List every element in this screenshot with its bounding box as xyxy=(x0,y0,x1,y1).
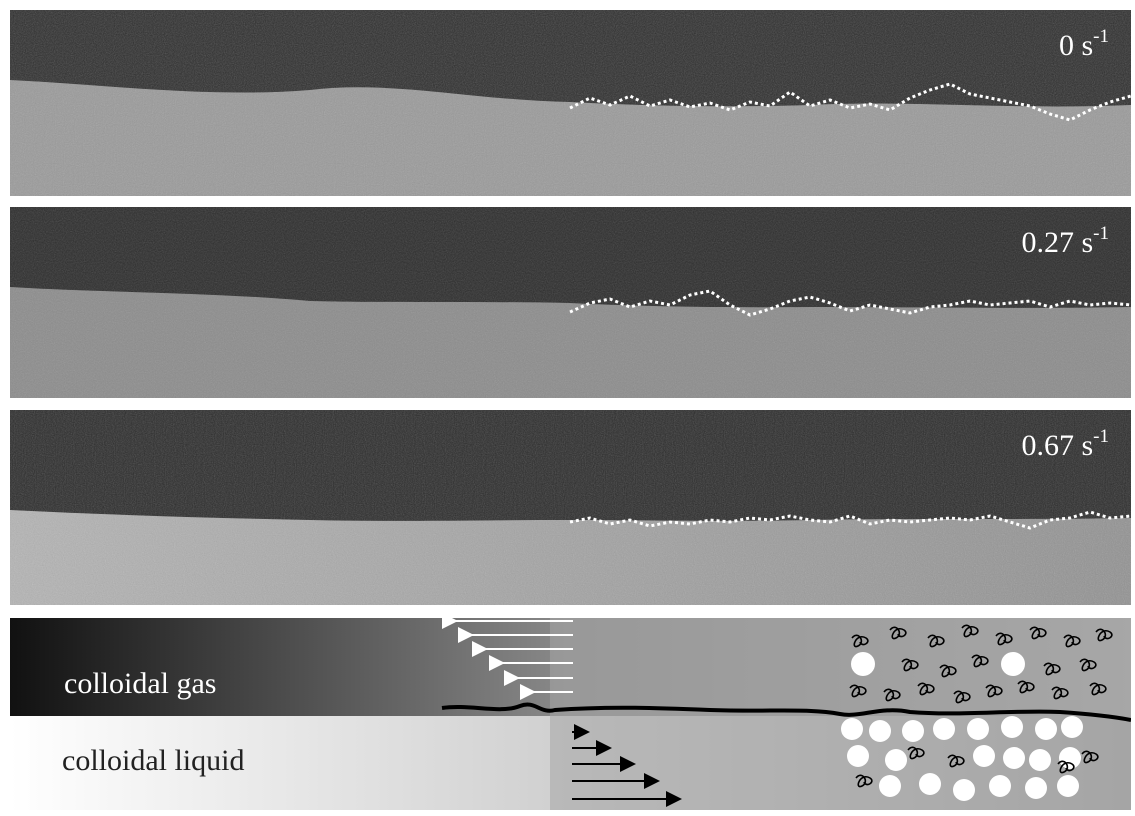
micrograph-image xyxy=(10,10,1131,196)
micrograph-panel-shear-027: 0.27 s-1 xyxy=(10,207,1131,398)
shear-rate-label: 0 s-1 xyxy=(1058,26,1109,62)
shear-rate-label: 0.67 s-1 xyxy=(1021,426,1109,462)
shear-rate-label: 0.27 s-1 xyxy=(1021,223,1109,259)
colloidal-liquid-label: colloidal liquid xyxy=(62,744,245,777)
liquid-polymer-coils xyxy=(855,746,1099,788)
schematic-diagram: colloidal gas colloidal liquid xyxy=(10,618,1131,810)
interface-line xyxy=(441,702,1131,722)
gas-colloids xyxy=(851,652,1025,676)
micrograph-panel-shear-067: 0.67 s-1 xyxy=(10,410,1131,605)
polymer-coils xyxy=(849,624,1113,704)
schematic-drawing xyxy=(10,618,1131,810)
micrograph-image xyxy=(10,410,1131,605)
micrograph-image xyxy=(10,207,1131,398)
liquid-velocity-arrows xyxy=(572,724,682,807)
interface-trace xyxy=(569,510,1131,530)
micrograph-panel-shear-0: 0 s-1 xyxy=(10,10,1131,196)
interface-trace xyxy=(569,289,1131,317)
colloidal-gas-label: colloidal gas xyxy=(64,667,217,700)
liquid-colloids xyxy=(841,716,1083,801)
gas-velocity-arrows xyxy=(442,618,573,700)
